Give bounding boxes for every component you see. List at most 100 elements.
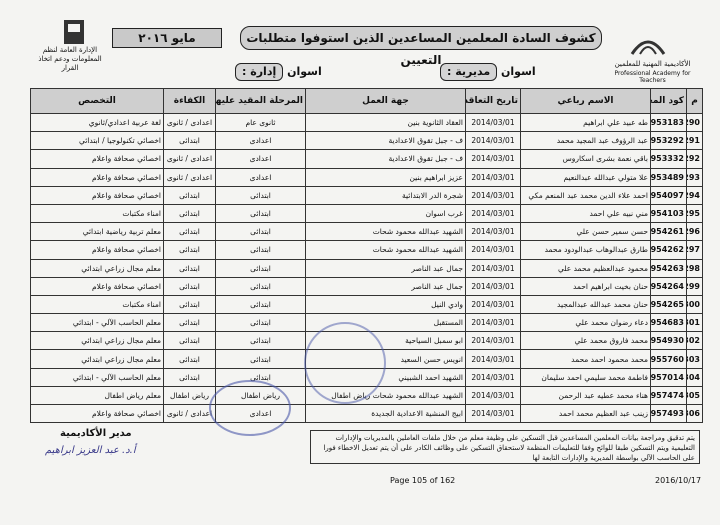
table-cell: 2014/03/01 bbox=[465, 349, 521, 369]
table-row: 2962954261حسن سمير حسن علي2014/03/01الشه… bbox=[30, 222, 703, 242]
table-cell: رياض اطفال bbox=[215, 385, 306, 406]
column-header: المرحلة المقيد عليها bbox=[215, 88, 306, 114]
column-header: جهة العمل bbox=[305, 88, 466, 114]
table-cell: اعدادى / ثانوى bbox=[163, 112, 216, 133]
table-row: 3052957474هناء محمد عطيه عبد الرحمن2014/… bbox=[30, 385, 703, 406]
table-cell: 2014/03/01 bbox=[465, 149, 521, 169]
table-cell: الشهيد عبدالله محمود شحات bbox=[305, 240, 466, 260]
column-header: كود المعلم bbox=[650, 88, 687, 114]
directorate-row: اسوان مديرية : bbox=[440, 63, 536, 81]
table-cell: معلم مجال زراعي ابتدائي bbox=[30, 349, 164, 369]
table-cell: ابتدائى bbox=[163, 222, 216, 242]
table-row: 2982954263محمود عبدالعظيم محمد علي2014/0… bbox=[30, 258, 703, 278]
table-cell: وادي النيل bbox=[305, 294, 466, 315]
table-cell: اخصائي صحافة واعلام bbox=[30, 403, 164, 424]
table-cell: اعدادى / ثانوى bbox=[163, 403, 216, 424]
table-cell: 2014/03/01 bbox=[465, 222, 521, 242]
table-cell: اخصائي تكنولوجيا / ابتدائي bbox=[30, 131, 164, 151]
table-cell: ابتدائى bbox=[215, 203, 306, 224]
table-cell: معلم تربية رياضية ابتدائي bbox=[30, 222, 164, 242]
directorate-value: اسوان bbox=[501, 65, 536, 78]
table-cell: اعدادى bbox=[215, 403, 306, 424]
table-cell: ابتدائى bbox=[215, 258, 306, 278]
table-cell: 305 bbox=[686, 385, 703, 406]
table-cell: 2953183 bbox=[650, 112, 687, 133]
table-cell: 297 bbox=[686, 240, 703, 260]
table-cell: مني نبيه علي احمد bbox=[520, 203, 651, 224]
print-date: 2016/10/17 bbox=[655, 476, 702, 485]
table-row: 3062957493زينب عبد العظيم محمد احمد2014/… bbox=[30, 403, 703, 424]
table-cell: ابتدائى bbox=[163, 203, 216, 224]
administration-value: اسوان bbox=[287, 65, 322, 78]
table-cell: معلم مجال زراعي ابتدائي bbox=[30, 258, 164, 278]
table-cell: ابو سمبل السياحية bbox=[305, 331, 466, 351]
table-cell: حسن سمير حسن علي bbox=[520, 222, 651, 242]
page-number: Page 105 of 162 bbox=[390, 476, 456, 485]
table-cell: 2954262 bbox=[650, 240, 687, 260]
table-cell: 293 bbox=[686, 167, 703, 187]
table-cell: 2953489 bbox=[650, 167, 687, 187]
table-cell: محمد محمود احمد محمد bbox=[520, 349, 651, 369]
table-cell: 2014/03/01 bbox=[465, 367, 521, 387]
table-cell: ابتدائى bbox=[163, 349, 216, 369]
table-cell: 2954683 bbox=[650, 313, 687, 333]
table-cell: 2014/03/01 bbox=[465, 131, 521, 151]
table-row: 3022954930محمد فاروق محمد علي2014/03/01ا… bbox=[30, 331, 703, 351]
table-cell: محمود عبدالعظيم محمد علي bbox=[520, 258, 651, 278]
table-row: 2942954097احمد علاء الدين محمد عبد المنع… bbox=[30, 185, 703, 205]
stamp bbox=[209, 380, 291, 436]
table-row: 2992954264حنان بخيت ابراهيم احمد2014/03/… bbox=[30, 276, 703, 296]
table-cell: 2014/03/01 bbox=[465, 185, 521, 205]
table-cell: اعدادى bbox=[215, 131, 306, 151]
table-cell: ابتدائى bbox=[163, 258, 216, 278]
table-cell: 301 bbox=[686, 313, 703, 333]
table-cell: 2014/03/01 bbox=[465, 112, 521, 133]
table-cell: 300 bbox=[686, 294, 703, 315]
table-cell: اخصائي صحافة واعلام bbox=[30, 185, 164, 205]
table-cell: معلم مجال زراعي ابتدائي bbox=[30, 331, 164, 351]
table-cell: ابتدائى bbox=[215, 313, 306, 333]
table-cell: ابتدائى bbox=[215, 276, 306, 296]
table-cell: ثانوى عام bbox=[215, 112, 306, 133]
table-cell: ابتدائى bbox=[215, 240, 306, 260]
table-cell: 303 bbox=[686, 349, 703, 369]
table-row: 2902953183طه عبيد علي ابراهيم2014/03/01ا… bbox=[30, 112, 703, 133]
note: يتم تدقيق ومراجعة بيانات المعلمين المساع… bbox=[310, 430, 700, 464]
table-cell: ف - جبل تقوق الاعدادية bbox=[305, 149, 466, 169]
table-cell: زينب عبد العظيم محمد احمد bbox=[520, 403, 651, 424]
table-cell: الشهيد عبدالله محمود شحات رياض اطفال bbox=[305, 385, 466, 406]
table-cell: 299 bbox=[686, 276, 703, 296]
table-cell: عبد الرؤوف عبد المجيد محمد bbox=[520, 131, 651, 151]
table-cell: ابتدائى bbox=[215, 349, 306, 369]
table-cell: ابتدائى bbox=[163, 185, 216, 205]
table-cell: احمد علاء الدين محمد عبد المنعم مكي bbox=[520, 185, 651, 205]
table-cell: امناء مكتبات bbox=[30, 203, 164, 224]
table-cell: 2014/03/01 bbox=[465, 313, 521, 333]
director-title: مدير الأكاديمية bbox=[60, 428, 132, 439]
column-header: الكفاءة bbox=[163, 88, 216, 114]
academy-name-en: Professional Academy for Teachers bbox=[614, 70, 691, 84]
table-cell: ابتدائى bbox=[215, 185, 306, 205]
table-cell: فاطمة محمد سليمي احمد سليمان bbox=[520, 367, 651, 387]
table-cell: معلم الحاسب الآلي - ابتدائي bbox=[30, 367, 164, 387]
column-header: م bbox=[686, 88, 703, 114]
table-cell: 2954263 bbox=[650, 258, 687, 278]
table-cell: ابتدائى bbox=[215, 331, 306, 351]
academy-name-ar: الأكاديمية المهنية للمعلمين bbox=[614, 60, 691, 68]
table-cell: طارق عبدالوهاب عبدالودود محمد bbox=[520, 240, 651, 260]
table-cell: اخصائي صحافة واعلام bbox=[30, 240, 164, 260]
table-cell: العقاد الثانوية بنين bbox=[305, 112, 466, 133]
table-cell: 2014/03/01 bbox=[465, 203, 521, 224]
table-cell: 2957014 bbox=[650, 367, 687, 387]
table-cell: اعدادى bbox=[215, 167, 306, 187]
table-cell: 2014/03/01 bbox=[465, 258, 521, 278]
stamp bbox=[304, 322, 386, 404]
table-cell: ابتدائى bbox=[163, 313, 216, 333]
table-row: 2952954103مني نبيه علي احمد2014/03/01غرب… bbox=[30, 203, 703, 224]
directorate-label: مديرية : bbox=[440, 63, 498, 81]
table-cell: ابتدائى bbox=[163, 240, 216, 260]
table-cell: امناء مكتبات bbox=[30, 294, 164, 315]
date-box: مايو ٢٠١٦ bbox=[112, 28, 222, 48]
table-cell: 306 bbox=[686, 403, 703, 424]
